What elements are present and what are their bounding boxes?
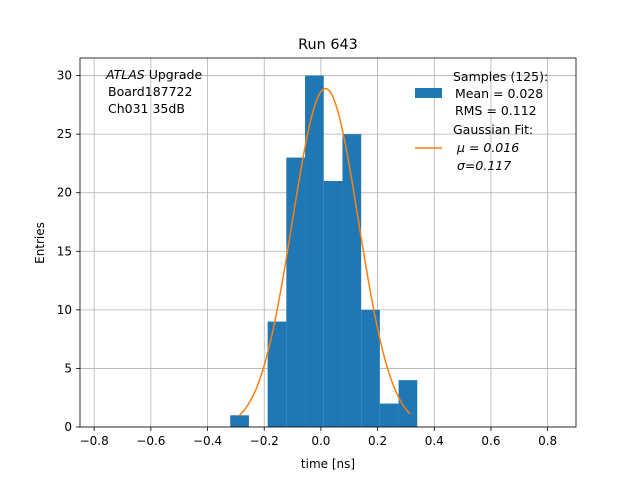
y-axis-label: Entries [33,222,47,264]
histogram-bar [361,309,380,427]
channel-label: Ch031 35dB [108,101,185,116]
x-axis-label: time [ns] [301,457,355,471]
legend-fit-mu: μ = 0.016 [456,140,519,155]
histogram-bar [230,415,249,427]
plot-frame [79,57,577,428]
histogram-bar [267,321,287,427]
y-tick-label: 0 [64,420,72,434]
x-tick-label: 0.0 [311,434,330,448]
y-axis-ticks: 0 5 10 15 20 25 30 [57,69,80,434]
y-tick-label: 30 [57,69,72,83]
gaussian-fit-curve [238,87,411,417]
y-tick-label: 15 [57,244,72,258]
x-tick-label: −0.2 [250,434,279,448]
x-tick-label: −0.4 [193,434,222,448]
histogram-bar [379,403,399,427]
x-tick-label: 0.6 [481,434,500,448]
atlas-annotation: ATLAS Upgrade Board187722 Ch031 35dB [105,67,202,116]
chart-title: Run 643 [298,37,358,53]
y-tick-label: 20 [57,186,72,200]
histogram-bars [230,75,418,428]
legend-samples-title: Samples (125): [453,69,548,84]
atlas-label-line: ATLAS Upgrade [105,67,202,82]
legend-samples-rms: RMS = 0.112 [455,103,537,118]
atlas-suffix: Upgrade [145,67,203,82]
legend: Samples (125): Mean = 0.028 RMS = 0.112 … [415,69,548,173]
legend-fit-title: Gaussian Fit: [453,122,533,137]
legend-samples-swatch [415,88,442,98]
x-tick-label: −0.8 [80,434,109,448]
x-tick-label: 0.8 [538,434,557,448]
x-tick-label: 0.2 [368,434,387,448]
x-tick-label: 0.4 [425,434,444,448]
x-tick-label: −0.6 [136,434,165,448]
atlas-experiment: ATLAS [105,67,145,82]
y-tick-label: 5 [64,361,72,375]
x-axis-ticks: −0.8 −0.6 −0.4 −0.2 0.0 0.2 0.4 0.6 0.8 [80,427,557,448]
board-label: Board187722 [108,84,192,99]
histogram-bar [323,181,343,427]
legend-fit-sigma: σ=0.117 [457,158,511,173]
histogram-bar [305,75,324,428]
y-tick-label: 10 [57,303,72,317]
legend-samples-mean: Mean = 0.028 [455,86,543,101]
y-tick-label: 25 [57,127,72,141]
histogram-bar [398,380,418,427]
